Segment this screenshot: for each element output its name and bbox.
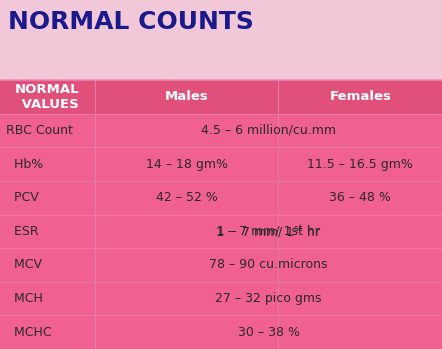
Text: MCV: MCV [6,259,42,272]
Text: 1 – 7 mm/ 1st hr: 1 – 7 mm/ 1st hr [217,225,320,238]
Text: 27 – 32 pico gms: 27 – 32 pico gms [215,292,322,305]
Text: 42 – 52 %: 42 – 52 % [156,191,217,204]
Text: RBC Count: RBC Count [6,124,73,137]
Text: 14 – 18 gm%: 14 – 18 gm% [146,157,228,171]
Text: 78 – 90 cu.microns: 78 – 90 cu.microns [209,259,328,272]
Text: ESR: ESR [6,225,38,238]
Text: 4.5 – 6 million/cu.mm: 4.5 – 6 million/cu.mm [201,124,336,137]
Text: NORMAL COUNTS: NORMAL COUNTS [8,10,254,34]
Text: Males: Males [165,90,209,103]
Text: MCH: MCH [6,292,43,305]
Bar [0,80,442,349]
Text: MCHC: MCHC [6,326,52,339]
Text: PCV: PCV [6,191,39,204]
Text: 11.5 – 16.5 gm%: 11.5 – 16.5 gm% [307,157,413,171]
Text: 30 – 38 %: 30 – 38 % [237,326,300,339]
Text: Hb%: Hb% [6,157,43,171]
Text: 36 – 48 %: 36 – 48 % [329,191,391,204]
Text: 1 $-$ 7 mm/ 1$^{\rm st}$ hr: 1 $-$ 7 mm/ 1$^{\rm st}$ hr [215,223,322,240]
Bar [0,80,442,114]
Text: NORMAL
 VALUES: NORMAL VALUES [15,83,80,111]
Bar [0,0,442,72]
Text: Females: Females [329,90,391,103]
